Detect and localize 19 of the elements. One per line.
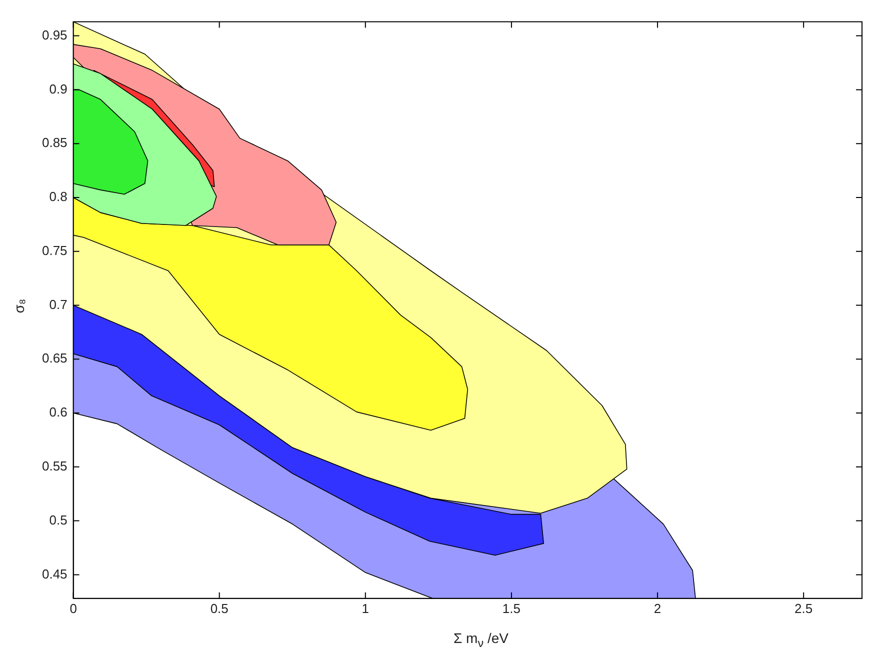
y-tick-label: 0.55 [42, 458, 68, 474]
y-tick-label: 0.7 [49, 296, 68, 312]
x-tick-label: 2.5 [794, 600, 813, 616]
y-tick-label: 0.5 [49, 512, 68, 528]
y-tick-label: 0.85 [42, 135, 68, 150]
y-tick-label: 0.65 [42, 350, 68, 366]
x-tick-label: 0 [70, 600, 77, 616]
y-tick-label: 0.95 [42, 27, 68, 42]
y-tick-label: 0.45 [42, 566, 68, 582]
y-tick-label: 0.9 [49, 81, 68, 96]
y-tick-label: 0.6 [49, 404, 68, 420]
y-axis-title: σ₈ [11, 298, 28, 314]
x-axis-title: Σ m$_{ν}$ /eV [452, 630, 510, 650]
y-tick-label: 0.75 [42, 242, 68, 258]
x-tick-label: 1.5 [502, 600, 521, 616]
x-tick-label: 2 [654, 600, 662, 616]
x-tick-label: 1 [362, 600, 370, 616]
x-tick-label: 0.5 [210, 600, 228, 616]
y-tick-label: 0.8 [49, 189, 68, 204]
